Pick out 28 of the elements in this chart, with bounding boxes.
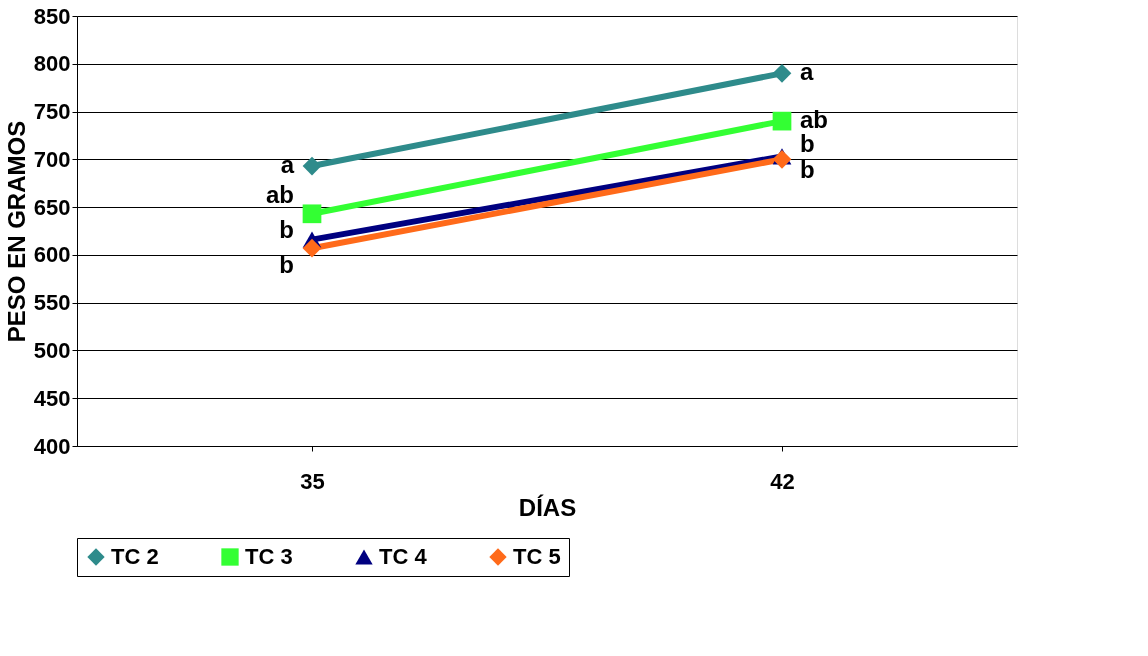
y-axis-title: PESO EN GRAMOS: [2, 120, 30, 343]
annotation: a: [800, 58, 814, 86]
annotation: b: [279, 250, 294, 278]
legend-label: TC 3: [245, 544, 293, 569]
y-tick-label: 750: [33, 99, 71, 125]
legend-label: TC 4: [379, 544, 428, 569]
y-tick-label: 400: [33, 433, 71, 459]
point: [302, 156, 322, 176]
point: [772, 111, 792, 131]
annotation: b: [279, 215, 294, 243]
annotation: a: [280, 151, 295, 179]
y-tick-label: 700: [33, 146, 71, 172]
legend-label: TC 2: [111, 544, 159, 569]
point: [302, 204, 322, 224]
x-tick-label: 42: [770, 468, 795, 494]
annotation: b: [800, 155, 815, 183]
y-tick-label: 800: [33, 51, 71, 77]
y-tick-label: 850: [33, 3, 71, 29]
y-tick-label: 500: [33, 337, 71, 363]
y-tick-label: 450: [33, 385, 71, 411]
x-tick-label: 35: [300, 468, 325, 494]
y-tick-label: 600: [33, 242, 71, 268]
point: [772, 63, 792, 83]
y-tick-label: 650: [33, 194, 71, 220]
legend-label: TC 5: [513, 544, 561, 569]
annotation: ab: [265, 181, 294, 209]
x-axis-title: DÍAS: [518, 493, 577, 521]
y-tick-label: 550: [33, 290, 71, 316]
